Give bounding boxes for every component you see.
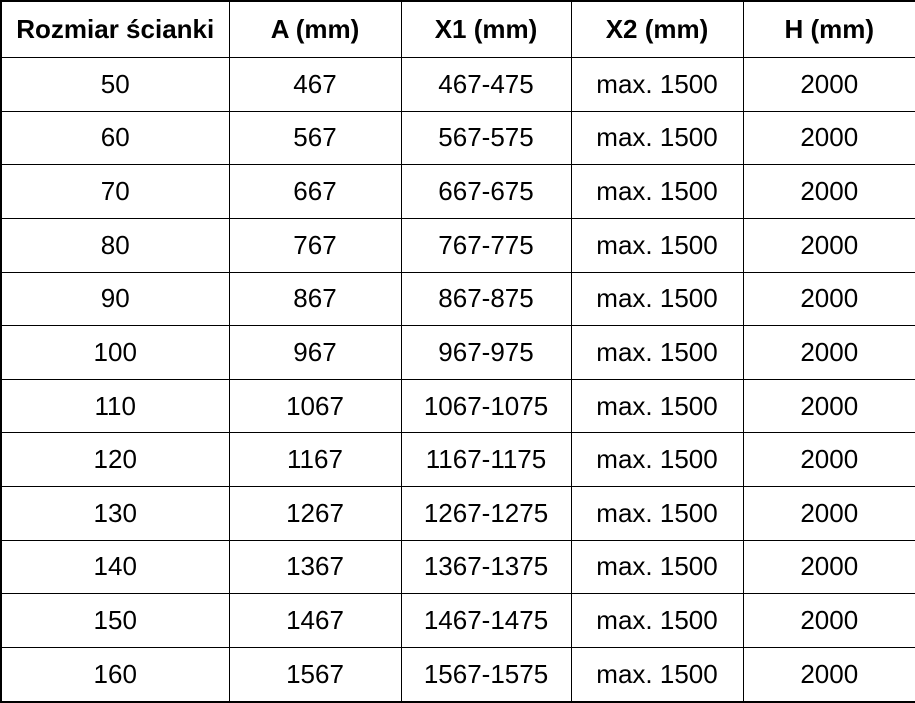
- table-cell-a-mm: 1167: [228, 432, 402, 487]
- column-header-x2-mm: X2 (mm): [570, 0, 744, 58]
- column-header-a-mm: A (mm): [228, 0, 402, 58]
- table-cell-x1-mm: 1167-1175: [400, 432, 572, 487]
- table-cell-x1-mm: 1267-1275: [400, 486, 572, 541]
- table-cell-h-mm: 2000: [742, 57, 915, 112]
- table-cell-a-mm: 1367: [228, 539, 402, 595]
- table-row: 120 1167 1167-1175 max. 1500 2000: [0, 432, 915, 487]
- table-cell-x2-mm: max. 1500: [570, 378, 744, 434]
- column-header-x1-mm: X1 (mm): [400, 0, 572, 58]
- table-cell-x2-mm: max. 1500: [570, 539, 744, 595]
- table-cell-rozmiar-cianki: 100: [0, 325, 230, 380]
- table-cell-x2-mm: max. 1500: [570, 593, 744, 648]
- table-cell-h-mm: 2000: [742, 539, 915, 595]
- table-cell-rozmiar-cianki: 150: [0, 593, 230, 648]
- table-row: 70 667 667-675 max. 1500 2000: [0, 164, 915, 219]
- table-cell-rozmiar-cianki: 80: [0, 217, 230, 273]
- table-cell-x1-mm: 867-875: [400, 271, 572, 327]
- table-cell-a-mm: 1567: [228, 646, 402, 703]
- table-cell-x2-mm: max. 1500: [570, 57, 744, 112]
- table-cell-x1-mm: 1567-1575: [400, 646, 572, 703]
- table-cell-h-mm: 2000: [742, 378, 915, 434]
- table-cell-h-mm: 2000: [742, 593, 915, 648]
- table-cell-x2-mm: max. 1500: [570, 110, 744, 166]
- table-cell-x1-mm: 1467-1475: [400, 593, 572, 648]
- table-row: 90 867 867-875 max. 1500 2000: [0, 271, 915, 327]
- table-body: 50 467 467-475 max. 1500 2000 60 567 567-575 max…: [0, 57, 915, 703]
- table-cell-a-mm: 867: [228, 271, 402, 327]
- column-header-rozmiar-cianki: Rozmiar ścianki: [0, 0, 230, 58]
- table-cell-a-mm: 1467: [228, 593, 402, 648]
- table-row: 140 1367 1367-1375 max. 1500 2000: [0, 539, 915, 595]
- table-cell-rozmiar-cianki: 130: [0, 486, 230, 541]
- table-cell-a-mm: 567: [228, 110, 402, 166]
- table-cell-x1-mm: 667-675: [400, 164, 572, 219]
- table-cell-x1-mm: 567-575: [400, 110, 572, 166]
- table-row: 80 767 767-775 max. 1500 2000: [0, 217, 915, 273]
- table-row: 130 1267 1267-1275 max. 1500 2000: [0, 486, 915, 541]
- table-cell-rozmiar-cianki: 160: [0, 646, 230, 703]
- table-cell-rozmiar-cianki: 90: [0, 271, 230, 327]
- table-row: 150 1467 1467-1475 max. 1500 2000: [0, 593, 915, 648]
- table-cell-x2-mm: max. 1500: [570, 271, 744, 327]
- table-row: 110 1067 1067-1075 max. 1500 2000: [0, 378, 915, 434]
- table-cell-a-mm: 1267: [228, 486, 402, 541]
- table-cell-rozmiar-cianki: 70: [0, 164, 230, 219]
- table-cell-x2-mm: max. 1500: [570, 217, 744, 273]
- column-header-h-mm: H (mm): [742, 0, 915, 58]
- header-row: Rozmiar ścianki A (mm) X1 (mm) X2 (mm) H (mm…: [0, 0, 915, 58]
- table-row: 100 967 967-975 max. 1500 2000: [0, 325, 915, 380]
- table-cell-h-mm: 2000: [742, 646, 915, 703]
- table-cell-x2-mm: max. 1500: [570, 432, 744, 487]
- table-cell-h-mm: 2000: [742, 325, 915, 380]
- table-cell-x2-mm: max. 1500: [570, 164, 744, 219]
- table-cell-rozmiar-cianki: 110: [0, 378, 230, 434]
- table-cell-h-mm: 2000: [742, 432, 915, 487]
- table-cell-x1-mm: 767-775: [400, 217, 572, 273]
- table-cell-a-mm: 1067: [228, 378, 402, 434]
- table-cell-h-mm: 2000: [742, 486, 915, 541]
- table-cell-x2-mm: max. 1500: [570, 646, 744, 703]
- table-cell-x1-mm: 467-475: [400, 57, 572, 112]
- table-cell-x2-mm: max. 1500: [570, 486, 744, 541]
- table-cell-x1-mm: 1067-1075: [400, 378, 572, 434]
- table-row: 60 567 567-575 max. 1500 2000: [0, 110, 915, 166]
- table-cell-h-mm: 2000: [742, 271, 915, 327]
- table-row: 160 1567 1567-1575 max. 1500 2000: [0, 646, 915, 703]
- table-cell-a-mm: 767: [228, 217, 402, 273]
- table-cell-rozmiar-cianki: 120: [0, 432, 230, 487]
- table-cell-h-mm: 2000: [742, 110, 915, 166]
- table-cell-x2-mm: max. 1500: [570, 325, 744, 380]
- table-cell-h-mm: 2000: [742, 164, 915, 219]
- table-cell-a-mm: 667: [228, 164, 402, 219]
- table-cell-a-mm: 967: [228, 325, 402, 380]
- table-cell-rozmiar-cianki: 140: [0, 539, 230, 595]
- table-cell-x1-mm: 1367-1375: [400, 539, 572, 595]
- table-row: 50 467 467-475 max. 1500 2000: [0, 57, 915, 112]
- table-cell-rozmiar-cianki: 60: [0, 110, 230, 166]
- table-cell-x1-mm: 967-975: [400, 325, 572, 380]
- table-cell-a-mm: 467: [228, 57, 402, 112]
- table-cell-rozmiar-cianki: 50: [0, 57, 230, 112]
- table-cell-h-mm: 2000: [742, 217, 915, 273]
